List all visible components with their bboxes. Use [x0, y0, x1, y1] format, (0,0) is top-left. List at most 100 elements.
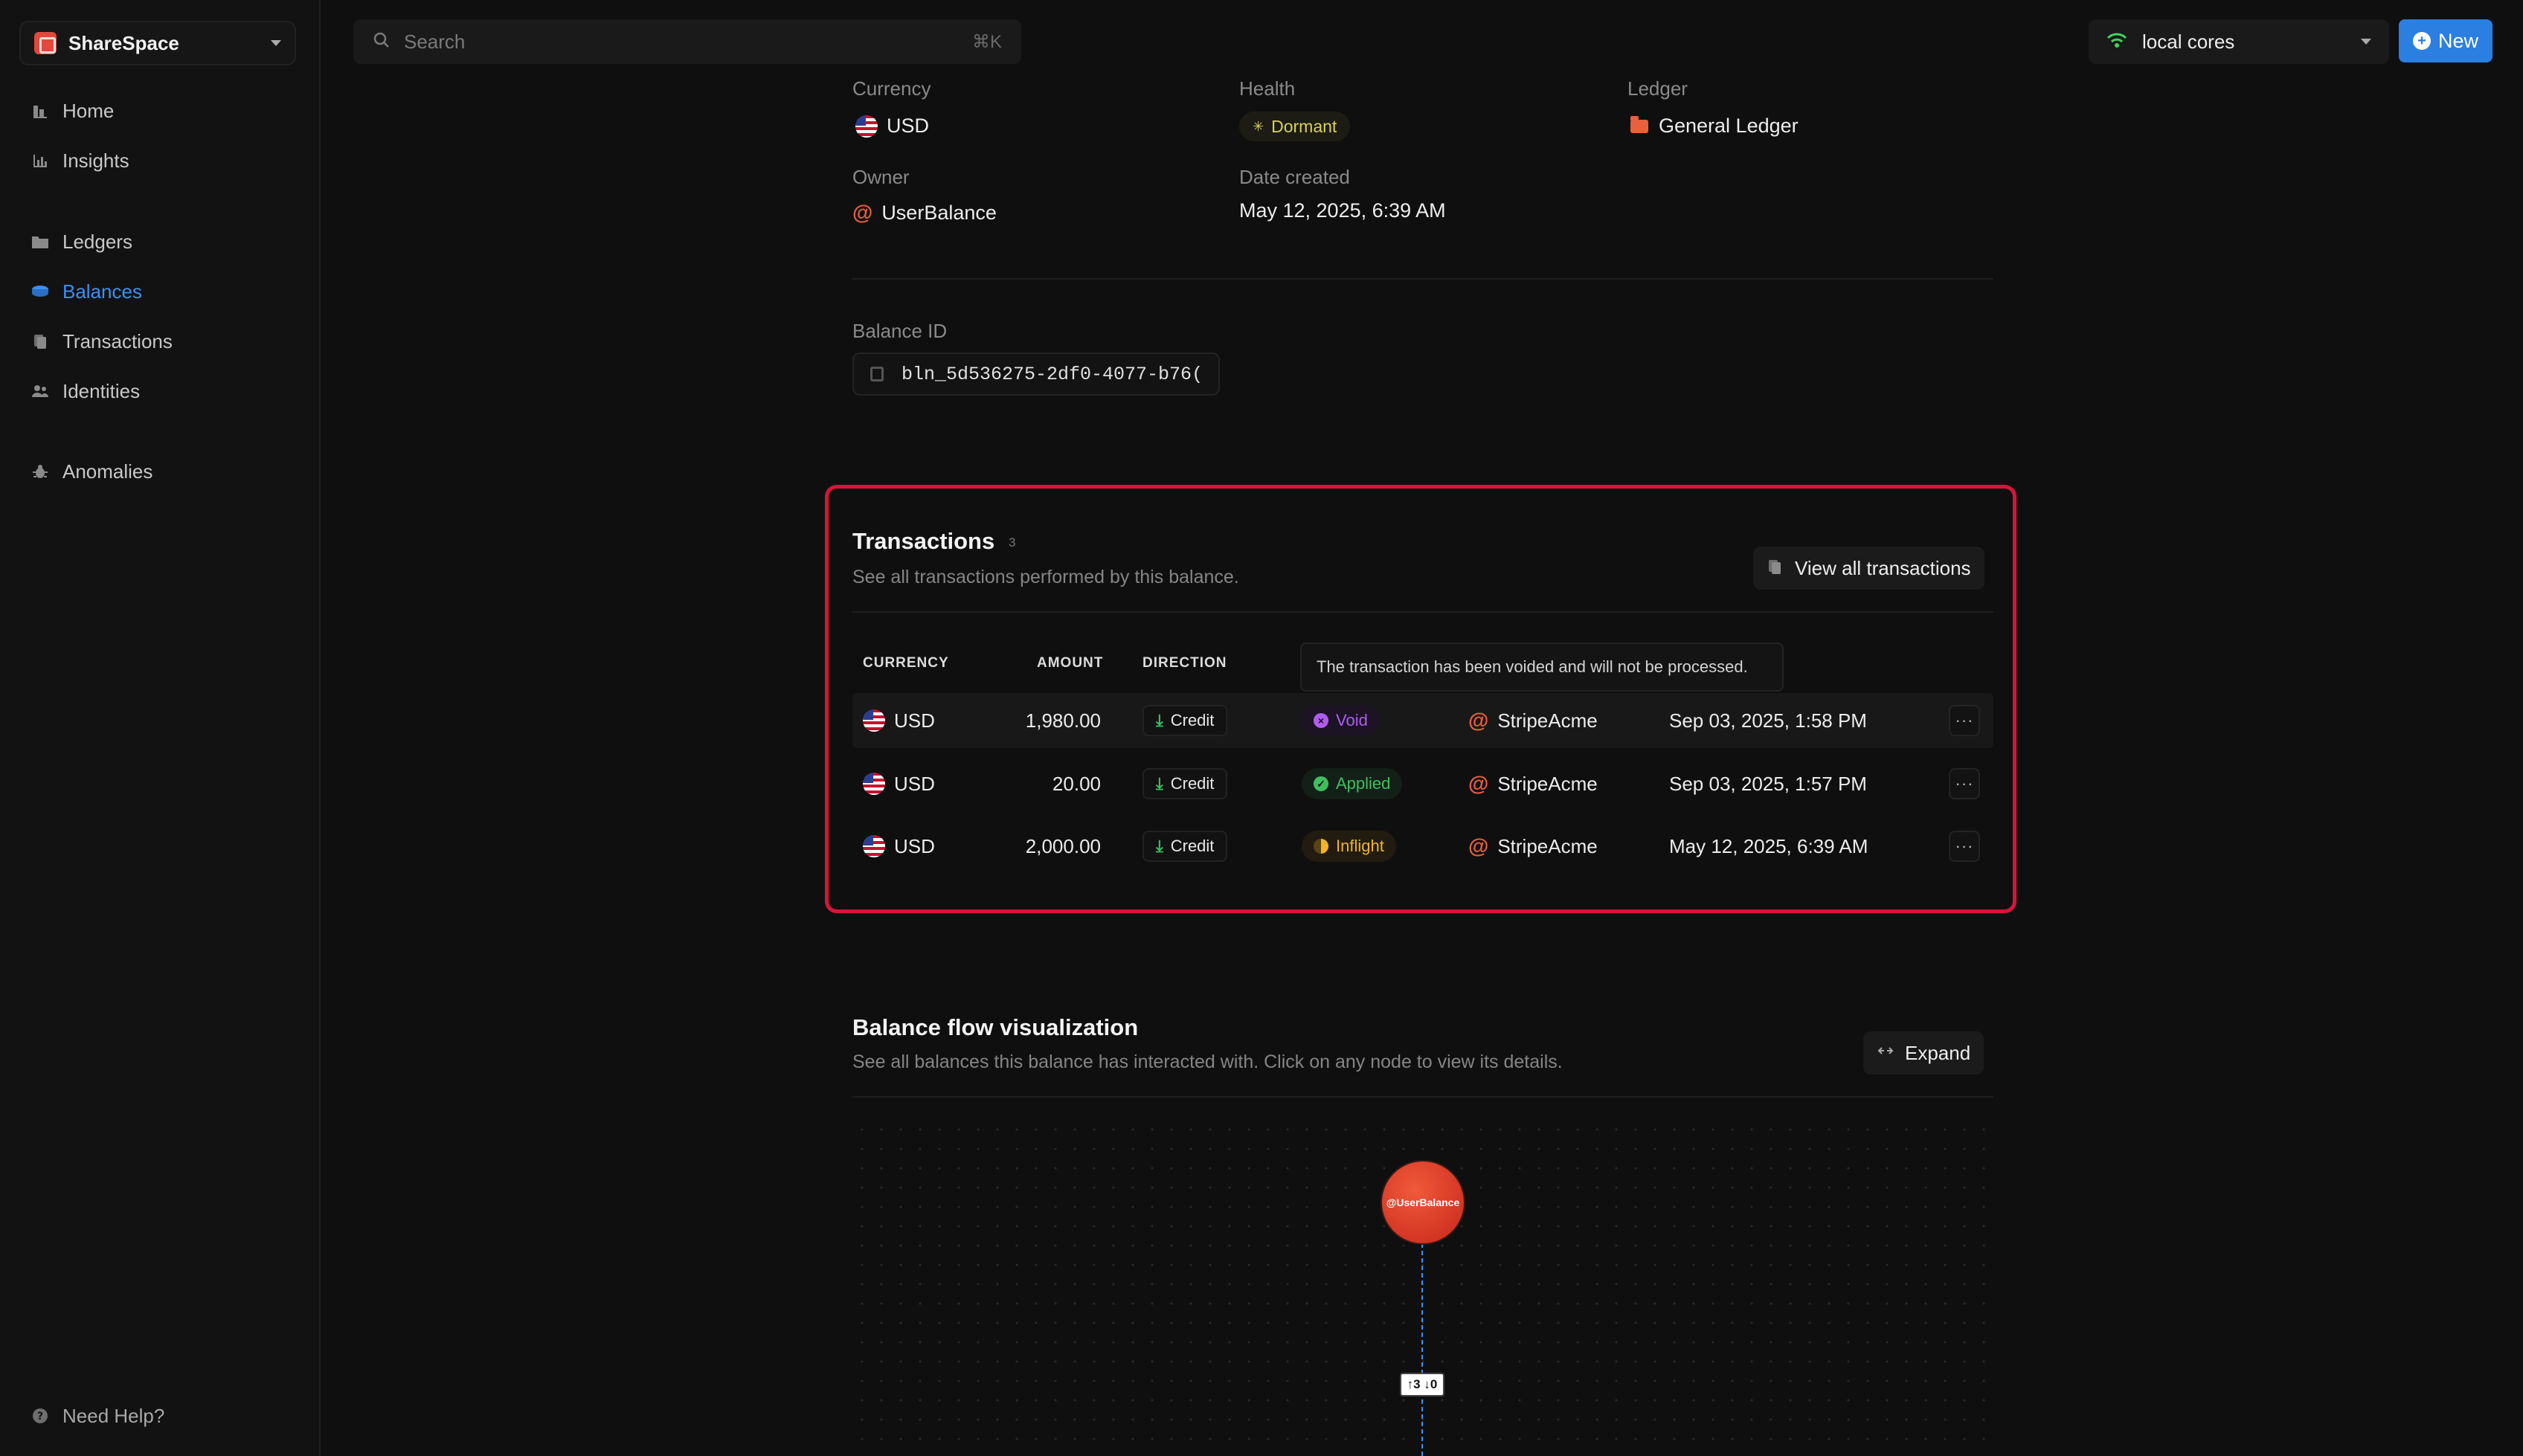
search-bar[interactable]: ⌘K	[353, 19, 1021, 64]
void-icon: ×	[1314, 713, 1328, 728]
status-badge[interactable]: ✓ Applied	[1302, 768, 1403, 799]
transactions-highlight-frame	[825, 485, 2016, 913]
more-options-button[interactable]: ···	[1949, 768, 1980, 799]
direction-badge: ⤓ Credit	[1142, 705, 1228, 736]
help-icon: ?	[31, 1407, 49, 1425]
owner-label: Owner	[852, 166, 910, 188]
direction-badge: ⤓ Credit	[1142, 768, 1228, 799]
direction-cell: ⤓ Credit	[1142, 756, 1228, 811]
search-input[interactable]	[404, 30, 972, 54]
help-label: Need Help?	[62, 1404, 165, 1427]
download-arrow-icon: ⤓	[1156, 711, 1163, 729]
flow-edge	[1421, 1243, 1423, 1456]
status-tooltip: The transaction has been voided and will…	[1300, 642, 1784, 692]
sidebar-item-label: Transactions	[62, 329, 173, 352]
sidebar-item-label: Identities	[62, 379, 141, 402]
table-row[interactable]: USD 2,000.00 ⤓ Credit Inflight @ StripeA…	[852, 819, 1993, 874]
party-cell[interactable]: @ StripeAcme	[1468, 819, 1598, 874]
status-badge[interactable]: × Void	[1302, 705, 1380, 736]
actions-cell: ···	[1949, 693, 1980, 748]
owner-text: UserBalance	[881, 201, 997, 224]
table-row[interactable]: USD 20.00 ⤓ Credit ✓ Applied @ StripeAcm…	[852, 756, 1993, 811]
workspace-switcher[interactable]: ShareSpace	[19, 21, 296, 65]
status-cell[interactable]: × Void	[1302, 693, 1380, 748]
more-options-button[interactable]: ···	[1949, 705, 1980, 736]
sidebar-item-label: Home	[62, 99, 115, 122]
transactions-icon	[1767, 557, 1783, 580]
inflight-icon	[1314, 839, 1328, 854]
transactions-count: 3	[1009, 535, 1016, 550]
chart-icon	[31, 152, 49, 170]
amount-cell: 20.00	[971, 756, 1101, 811]
status-text: Inflight	[1336, 837, 1384, 855]
actions-cell: ···	[1949, 756, 1980, 811]
sidebar-item-label: Ledgers	[62, 230, 132, 253]
actions-cell: ···	[1949, 819, 1980, 874]
environment-name: local cores	[2142, 30, 2235, 53]
workspace-logo-icon	[34, 32, 57, 54]
us-flag-icon	[863, 773, 885, 795]
status-cell[interactable]: ✓ Applied	[1302, 756, 1403, 811]
flow-node-userbalance[interactable]: @UserBalance	[1382, 1162, 1464, 1243]
party-cell[interactable]: @ StripeAcme	[1468, 693, 1598, 748]
currency-text: USD	[894, 709, 935, 732]
transactions-subtitle: See all transactions performed by this b…	[852, 567, 1239, 587]
status-text: Void	[1336, 711, 1368, 729]
more-options-button[interactable]: ···	[1949, 831, 1980, 862]
table-row[interactable]: USD 1,980.00 ⤓ Credit × Void @ StripeAcm…	[852, 693, 1993, 748]
ledger-link[interactable]: General Ledger	[1630, 115, 1799, 138]
direction-text: Credit	[1170, 774, 1215, 793]
at-icon: @	[1468, 772, 1489, 795]
currency-text: USD	[894, 834, 935, 857]
party-text: StripeAcme	[1497, 772, 1598, 795]
direction-text: Credit	[1170, 711, 1215, 729]
users-icon	[31, 382, 49, 400]
amount-cell: 2,000.00	[971, 819, 1101, 874]
column-header-currency[interactable]: CURRENCY	[863, 655, 949, 671]
coin-icon	[31, 283, 49, 300]
sidebar-item-ledgers[interactable]: Ledgers	[31, 227, 132, 257]
transactions-icon	[31, 332, 49, 350]
date-cell: May 12, 2025, 6:39 AM	[1669, 819, 1868, 874]
at-icon: @	[852, 201, 873, 224]
view-all-transactions-button[interactable]: View all transactions	[1753, 547, 1984, 590]
column-header-direction[interactable]: DIRECTION	[1142, 655, 1227, 671]
sidebar-item-home[interactable]: Home	[31, 96, 114, 126]
currency-cell: USD	[863, 756, 935, 811]
sidebar-item-insights[interactable]: Insights	[31, 146, 129, 175]
currency-cell: USD	[863, 693, 935, 748]
expand-button[interactable]: Expand	[1863, 1031, 1984, 1075]
date-created-text: May 12, 2025, 6:39 AM	[1239, 199, 1446, 222]
currency-text: USD	[887, 115, 930, 137]
divider	[852, 1096, 1993, 1098]
date-text: May 12, 2025, 6:39 AM	[1669, 834, 1868, 857]
ledger-text: General Ledger	[1659, 115, 1799, 137]
help-link[interactable]: ? Need Help?	[31, 1401, 164, 1431]
at-icon: @	[1468, 834, 1489, 857]
environment-selector[interactable]: local cores	[2089, 19, 2389, 64]
status-badge[interactable]: Inflight	[1302, 831, 1396, 862]
date-text: Sep 03, 2025, 1:57 PM	[1669, 772, 1867, 795]
search-icon	[373, 31, 390, 53]
party-cell[interactable]: @ StripeAcme	[1468, 756, 1598, 811]
status-cell[interactable]: Inflight	[1302, 819, 1396, 874]
sidebar-item-identities[interactable]: Identities	[31, 376, 140, 406]
folder-icon	[31, 233, 49, 251]
download-arrow-icon: ⤓	[1156, 774, 1163, 793]
new-button[interactable]: + New	[2399, 19, 2493, 62]
currency-label: Currency	[852, 77, 931, 100]
owner-link[interactable]: @ UserBalance	[852, 201, 997, 225]
folder-icon	[1630, 115, 1648, 133]
currency-value: USD	[855, 115, 929, 138]
sidebar-item-anomalies[interactable]: Anomalies	[31, 457, 152, 486]
new-button-label: New	[2437, 29, 2478, 52]
amount-text: 20.00	[1052, 772, 1101, 795]
ledger-label: Ledger	[1627, 77, 1688, 100]
download-arrow-icon: ⤓	[1156, 837, 1163, 855]
balance-id-value: bln_5d536275-2df0-4077-b76(	[901, 363, 1203, 385]
column-header-amount[interactable]: AMOUNT	[1037, 655, 1104, 671]
sidebar-item-transactions[interactable]: Transactions	[31, 326, 173, 356]
sidebar-item-balances[interactable]: Balances	[31, 277, 142, 306]
balance-id-copy[interactable]: bln_5d536275-2df0-4077-b76(	[852, 352, 1220, 396]
amount-text: 1,980.00	[1025, 709, 1101, 732]
